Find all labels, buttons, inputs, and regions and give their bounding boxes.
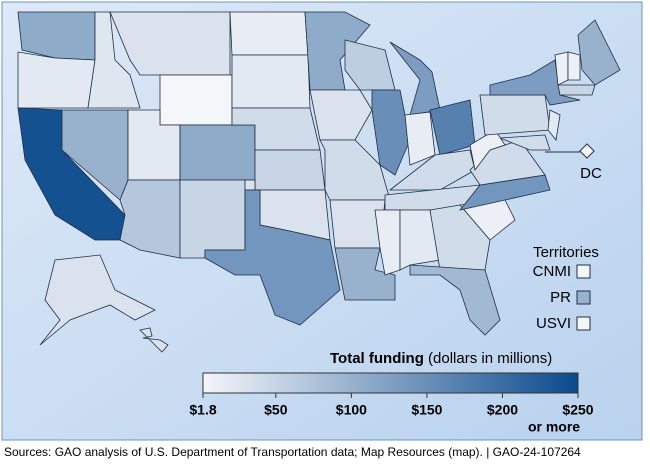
territories-title: Territories [533, 244, 599, 261]
state [179, 124, 256, 181]
territory-label: USVI [536, 315, 571, 332]
state [39, 254, 156, 346]
state [458, 174, 551, 211]
legend-tick-label: $250 [562, 402, 593, 418]
state [179, 179, 246, 259]
territory-swatch [576, 316, 591, 331]
state [159, 74, 233, 126]
state [334, 247, 396, 301]
legend-tick-label: $50 [264, 402, 288, 418]
legend-gradient [202, 372, 579, 394]
state [399, 209, 441, 271]
state [371, 89, 411, 176]
territory-swatch [576, 264, 591, 279]
state [489, 59, 581, 106]
state [429, 204, 491, 271]
state [309, 89, 373, 141]
state [409, 264, 501, 336]
state [499, 134, 551, 151]
state [557, 84, 596, 96]
state [231, 54, 311, 109]
source-note: Sources: GAO analysis of U.S. Department… [4, 445, 581, 459]
legend-max-note: or more [528, 419, 580, 435]
legend-tick-label: $100 [336, 402, 367, 418]
state [547, 109, 561, 141]
state [229, 11, 309, 56]
state [254, 149, 326, 191]
state [567, 51, 581, 81]
legend-heading: Total funding (dollars in millions) [330, 350, 552, 367]
state [17, 51, 96, 109]
territory-swatch [576, 290, 591, 305]
states [17, 11, 621, 353]
legend-tick-label: $150 [411, 402, 442, 418]
dc-label: DC [580, 165, 602, 182]
state [479, 94, 551, 136]
state [139, 327, 169, 353]
territory-label: PR [550, 289, 571, 306]
dc-marker [579, 143, 595, 159]
legend-tick-label: $200 [487, 402, 518, 418]
state [204, 189, 341, 326]
legend-tick-label: $1.8 [189, 402, 216, 418]
state [87, 11, 141, 109]
territory-label: CNMI [533, 263, 571, 280]
state [404, 111, 436, 166]
state [374, 209, 401, 276]
state [577, 19, 621, 86]
